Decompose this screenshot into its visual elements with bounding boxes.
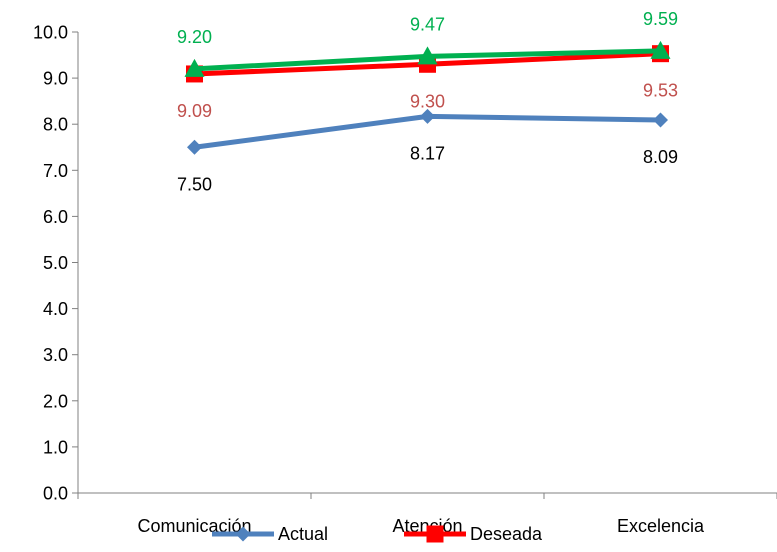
y-tick-label: 8.0 <box>43 115 68 135</box>
marker-actual <box>420 108 435 124</box>
data-label-actual: 8.17 <box>410 143 445 163</box>
y-tick-label: 2.0 <box>43 391 68 411</box>
marker-actual <box>187 139 202 155</box>
data-label-deseada: 9.53 <box>643 81 678 101</box>
marker-series-3 <box>417 46 438 65</box>
legend-marker-actual <box>235 526 251 542</box>
marker-series-3 <box>184 58 205 77</box>
y-tick-label: 9.0 <box>43 69 68 89</box>
marker-series-3 <box>650 40 671 59</box>
legend-label-actual: Actual <box>278 524 328 544</box>
axes: 0.0 1.0 2.0 3.0 4.0 5.0 6.0 7.0 8.0 9.0 10.0 Comuni… <box>33 23 777 536</box>
y-tick-label: 10.0 <box>33 23 68 43</box>
data-label-actual: 7.50 <box>177 174 212 194</box>
y-tick-label: 7.0 <box>43 161 68 181</box>
data-label-series-3: 9.20 <box>177 27 212 47</box>
legend: Actual Deseada <box>212 524 543 544</box>
y-tick-label: 6.0 <box>43 207 68 227</box>
x-tick-label: Excelencia <box>617 516 705 536</box>
data-labels: 7.50 8.17 8.09 9.09 9.30 9.53 9.20 9.47 9.59 <box>177 9 678 194</box>
data-label-deseada: 9.30 <box>410 91 445 111</box>
y-tick-label: 5.0 <box>43 253 68 273</box>
series-layer <box>184 40 671 155</box>
data-label-series-3: 9.47 <box>410 14 445 34</box>
data-label-deseada: 9.09 <box>177 101 212 121</box>
data-label-actual: 8.09 <box>643 147 678 167</box>
data-label-series-3: 9.59 <box>643 9 678 29</box>
legend-label-deseada: Deseada <box>470 524 543 544</box>
legend-marker-deseada <box>426 525 444 543</box>
x-tick-label: Comunicación <box>137 516 251 536</box>
y-tick-label: 4.0 <box>43 299 68 319</box>
y-tick-label: 0.0 <box>43 484 68 504</box>
y-tick-label: 3.0 <box>43 345 68 365</box>
y-tick-label: 1.0 <box>43 437 68 457</box>
marker-actual <box>653 112 668 128</box>
